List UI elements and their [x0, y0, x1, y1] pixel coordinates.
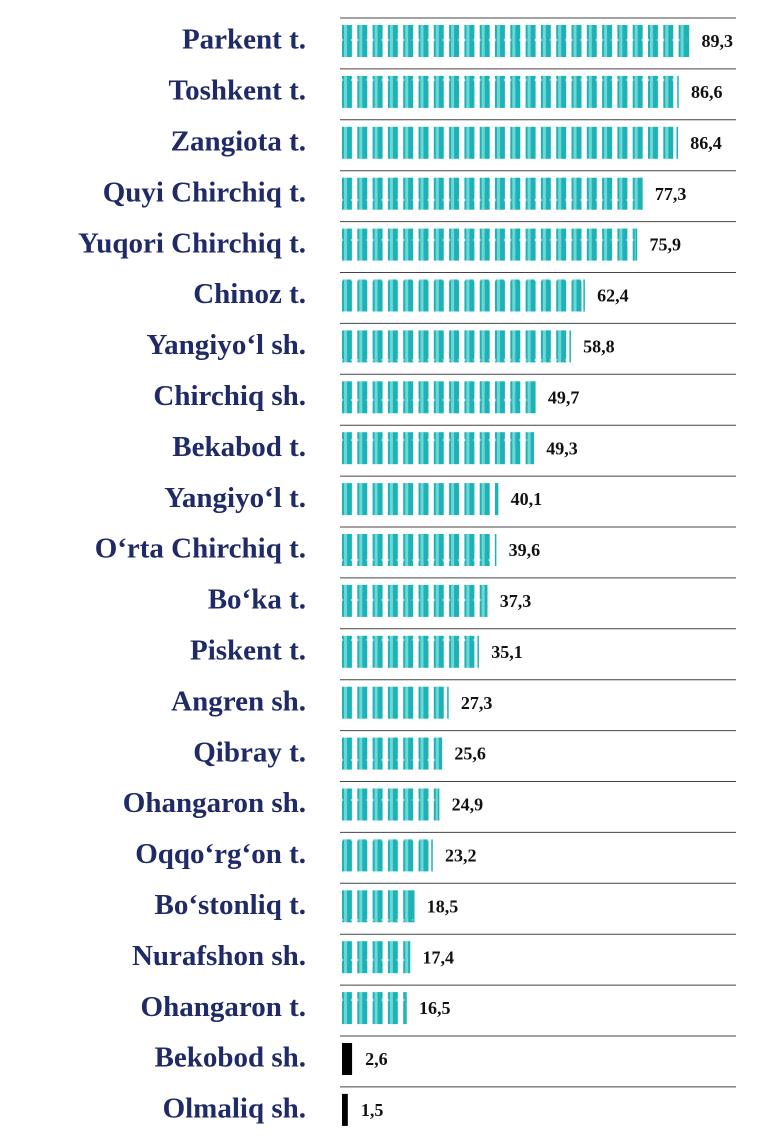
bar — [342, 228, 637, 261]
value-label: 25,6 — [454, 744, 486, 764]
bar — [342, 177, 642, 210]
category-label: Ohangaron t. — [141, 991, 306, 1023]
category-label: Oqqo‘rg‘on t. — [135, 838, 306, 870]
bar — [342, 686, 448, 719]
category-label: Ohangaron sh. — [123, 787, 306, 819]
category-label: Olmaliq sh. — [163, 1093, 306, 1125]
value-label: 58,8 — [583, 337, 615, 357]
bar — [342, 75, 679, 108]
category-label: Zangiota t. — [171, 125, 306, 157]
category-label: Chinoz t. — [193, 278, 306, 310]
bar — [342, 381, 535, 414]
bar — [342, 941, 410, 974]
category-label: Quyi Chirchiq t. — [103, 176, 306, 208]
value-label: 39,6 — [509, 540, 541, 560]
value-label: 86,6 — [691, 82, 723, 102]
bar — [342, 1043, 353, 1075]
bar — [342, 432, 534, 465]
bar — [342, 788, 439, 821]
category-label: Bekobod sh. — [154, 1042, 306, 1074]
category-label: Yangiyo‘l t. — [164, 482, 306, 514]
category-label: Qibray t. — [193, 736, 306, 768]
bar — [342, 483, 498, 516]
value-label: 16,5 — [419, 998, 451, 1018]
bar — [342, 635, 479, 668]
value-label: 35,1 — [491, 642, 523, 662]
value-label: 24,9 — [452, 795, 484, 815]
value-label: 77,3 — [655, 184, 687, 204]
bar — [342, 534, 496, 566]
value-label: 1,5 — [361, 1100, 384, 1120]
category-label: Toshkent t. — [168, 75, 306, 107]
category-label: Bo‘ka t. — [208, 584, 306, 616]
bar — [342, 330, 571, 363]
value-label: 62,4 — [597, 286, 629, 306]
value-label: 23,2 — [445, 846, 477, 866]
category-label: Nurafshon sh. — [132, 940, 306, 972]
category-label: Chirchiq sh. — [153, 380, 306, 412]
value-label: 18,5 — [427, 896, 459, 916]
value-label: 89,3 — [701, 31, 733, 51]
bar — [342, 839, 433, 872]
category-label: Piskent t. — [190, 634, 306, 666]
bar — [342, 737, 442, 770]
bar — [342, 279, 585, 312]
bar — [342, 890, 414, 923]
bar — [342, 1093, 348, 1126]
bar — [342, 584, 487, 617]
category-label: Yuqori Chirchiq t. — [78, 227, 306, 259]
value-label: 40,1 — [511, 489, 543, 509]
bar — [342, 126, 678, 159]
value-label: 75,9 — [649, 235, 681, 255]
value-label: 17,4 — [423, 947, 455, 967]
category-label: Bekabod t. — [172, 431, 306, 463]
value-label: 49,7 — [548, 387, 580, 407]
value-label: 37,3 — [500, 591, 532, 611]
category-label: Angren sh. — [171, 685, 306, 717]
bar — [342, 992, 407, 1025]
value-label: 27,3 — [461, 693, 493, 713]
category-label: Parkent t. — [182, 24, 306, 56]
category-label: O‘rta Chirchiq t. — [95, 533, 306, 565]
value-label: 86,4 — [690, 133, 722, 153]
bar — [342, 25, 689, 57]
value-label: 2,6 — [365, 1049, 388, 1069]
category-label: Bo‘stonliq t. — [155, 889, 306, 921]
value-label: 49,3 — [546, 438, 578, 458]
category-label: Yangiyo‘l sh. — [146, 329, 306, 361]
